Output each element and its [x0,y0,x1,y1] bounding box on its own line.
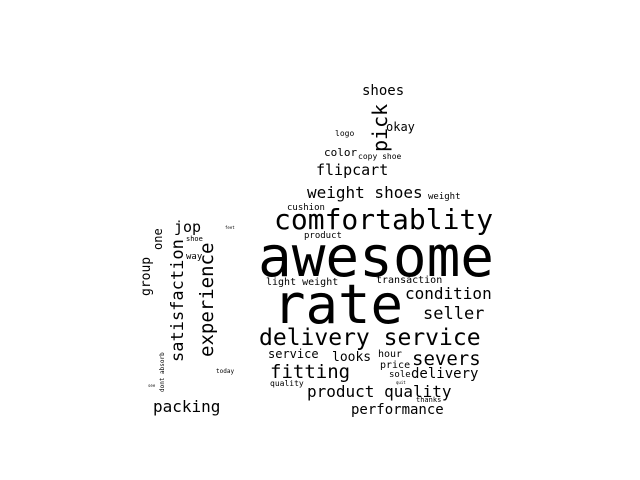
word-delivery: delivery [411,366,479,382]
word-product-quality: product quality [307,382,452,401]
word-hour: hour [378,349,403,360]
word-pick: pick [368,103,392,152]
word-satisfaction: satisfaction [168,239,188,362]
word-color: color [324,146,358,159]
word-severs: severs [412,348,481,370]
word-one: one [151,228,165,250]
word-weight-small: weight [428,192,461,202]
word-logo: logo [335,129,355,138]
word-service: service [268,347,319,361]
word-jop: jop [174,218,202,236]
word-thanks: thanks [416,396,442,404]
word-comfortablity: comfortablity [274,203,494,236]
word-way: way [186,252,203,262]
word-sole: sole [389,370,411,380]
word-delivery-service: delivery service [259,325,481,351]
word-product: product [304,231,342,241]
word-quit: quit [396,380,406,385]
word-shoes: shoes [362,83,405,99]
word-light-weight: light weight [266,277,339,288]
word-flipcart: flipcart [316,161,389,179]
word-experience: experience [196,242,218,357]
word-seller: seller [423,304,485,324]
word-see: see [148,383,156,388]
word-transaction: transaction [376,275,443,286]
word-performance: performance [351,402,444,418]
word-weight-shoes: weight shoes [307,183,423,202]
word-fitting: fitting [270,361,351,383]
word-price: price [380,360,411,371]
word-shoe: shoe [186,235,203,243]
word-copy-shoe: copy shoe [358,152,402,161]
word-today: today [216,368,235,375]
word-looks: looks [332,350,372,365]
word-group: group [139,256,154,296]
word-condition: condition [405,284,492,303]
word-cushion: cushion [287,203,325,213]
word-awesome: awesome [258,225,495,290]
word-rate: rate [273,273,404,336]
word-dont-absorb: dont absorb [159,352,166,392]
word-feet: feet [225,225,235,230]
word-quality: quality [270,379,304,388]
word-packing: packing [153,397,221,416]
word-okay: okay [386,120,415,134]
